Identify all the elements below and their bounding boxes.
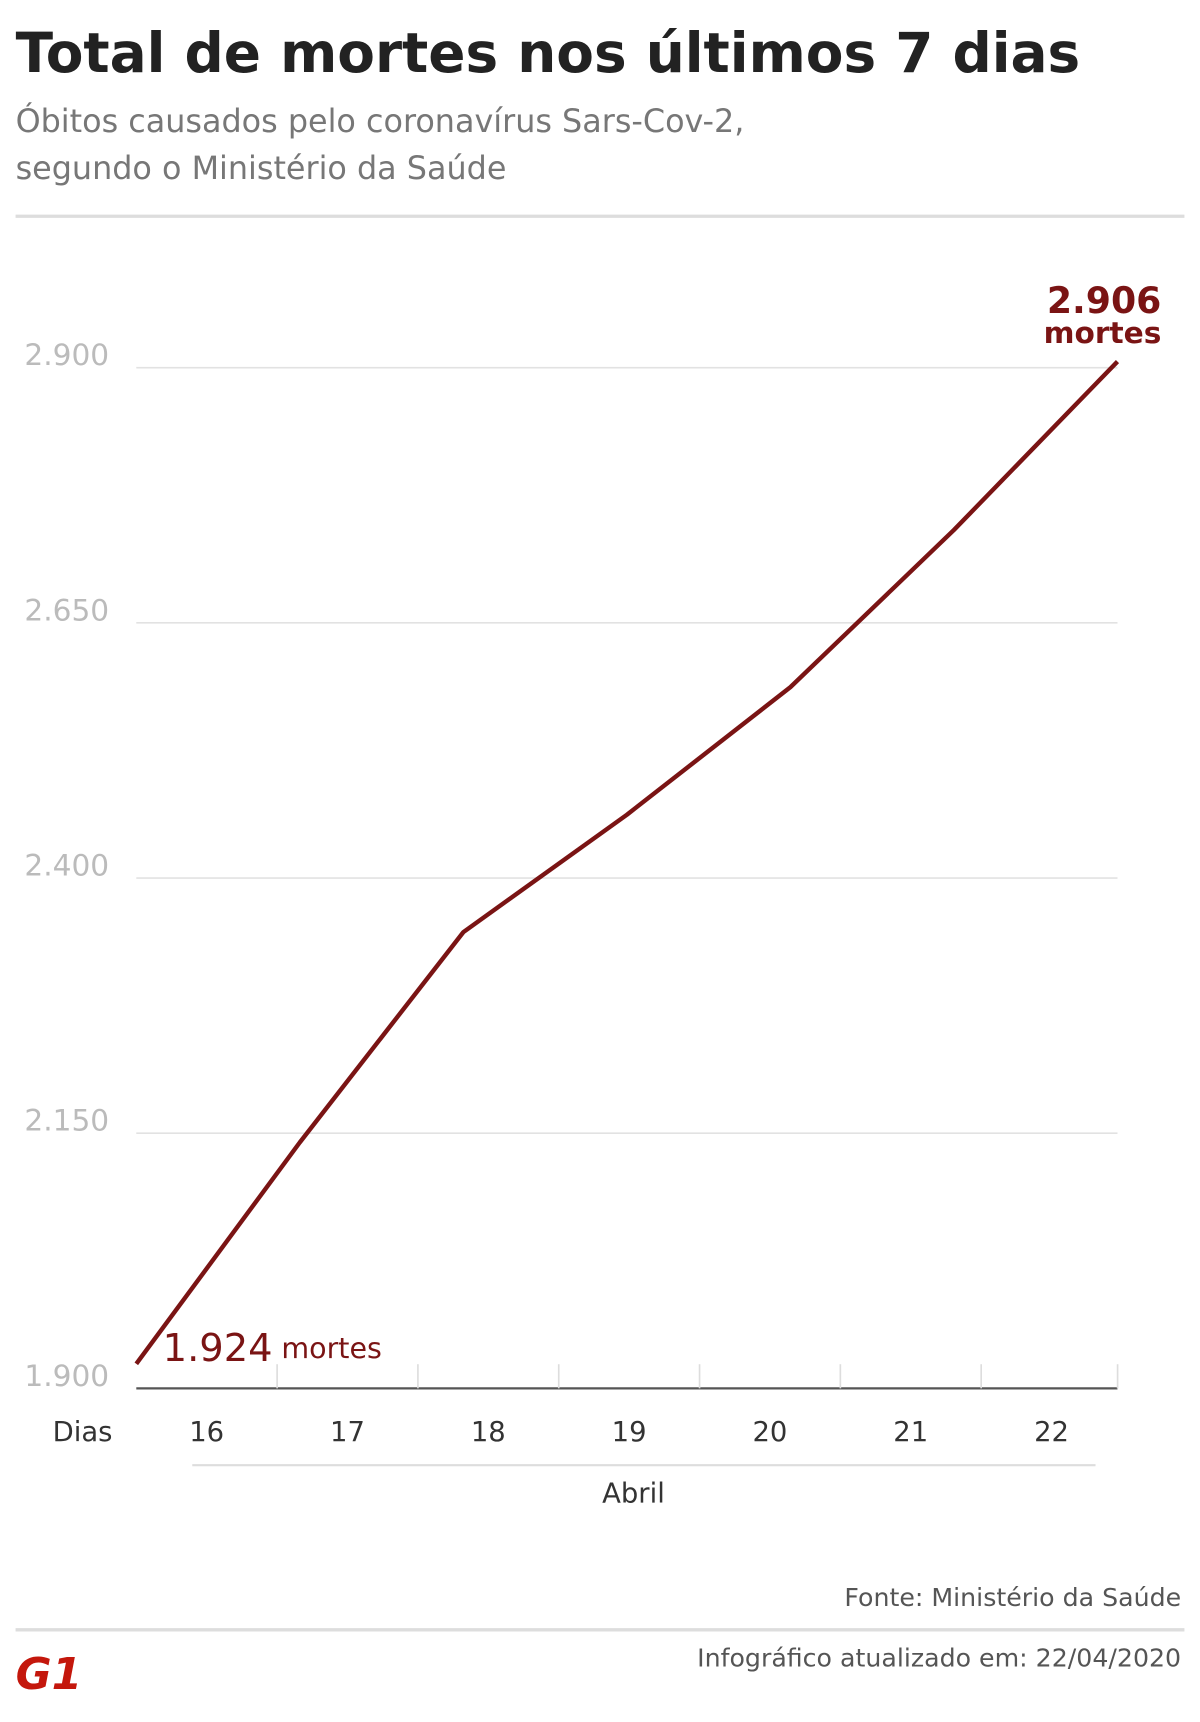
x-tick-label: 21 xyxy=(893,1417,928,1448)
value-label: 1.924 xyxy=(163,1325,273,1370)
x-group-label: Abril xyxy=(602,1478,665,1509)
x-tick-label: 18 xyxy=(471,1417,506,1448)
value-label: 2.906 xyxy=(1047,279,1162,322)
y-tick-label: 2.650 xyxy=(24,592,109,627)
x-tick-label: 17 xyxy=(330,1417,365,1448)
x-axis-label: Dias xyxy=(53,1417,113,1448)
x-tick-label: 20 xyxy=(752,1417,787,1448)
value-label: 1.924 mortes xyxy=(163,1325,382,1370)
x-tick-label: 19 xyxy=(612,1417,647,1448)
chart-subtitle: segundo o Ministério da Saúde xyxy=(16,149,507,187)
value-label-unit: mortes xyxy=(1044,315,1162,350)
x-tick-label: 16 xyxy=(189,1417,224,1448)
x-tick-label: 22 xyxy=(1034,1417,1069,1448)
y-tick-label: 1.900 xyxy=(24,1358,109,1393)
value-label-unit: mortes xyxy=(281,1332,382,1365)
chart-subtitle: Óbitos causados pelo coronavírus Sars-Co… xyxy=(16,101,745,140)
y-tick-label: 2.400 xyxy=(24,848,109,883)
y-tick-label: 2.900 xyxy=(24,337,109,372)
y-tick-label: 2.150 xyxy=(24,1103,109,1138)
line xyxy=(134,360,1120,1366)
update-note: Infográfico atualizado em: 22/04/2020 xyxy=(697,1643,1181,1672)
chart-title: Total de mortes nos últimos 7 dias xyxy=(16,21,1081,85)
logo: G1 xyxy=(16,1649,83,1700)
source: Fonte: Ministério da Saúde xyxy=(844,1583,1181,1612)
